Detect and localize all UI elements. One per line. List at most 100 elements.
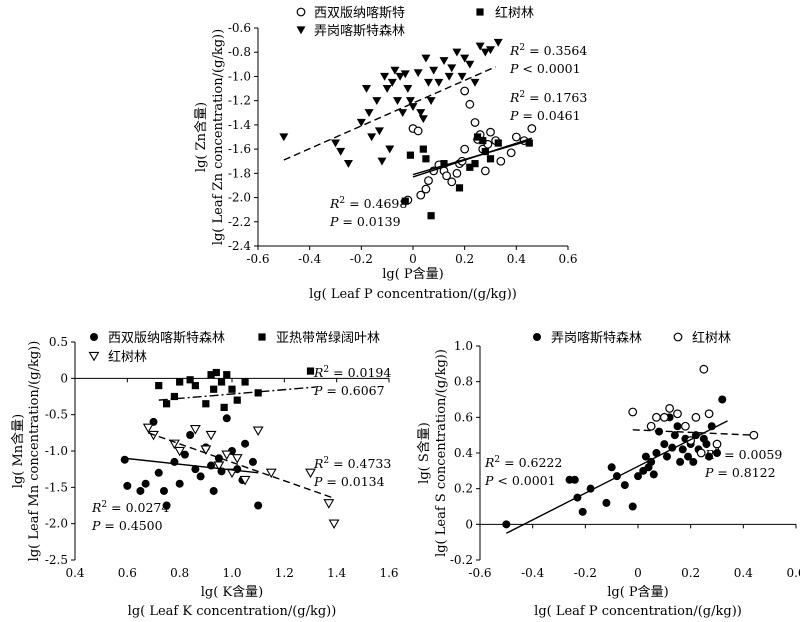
data-point [168, 439, 180, 450]
data-point [413, 126, 423, 136]
x-tick-label: -0.6 [468, 566, 491, 580]
y-tick-label: 0 [60, 371, 68, 385]
data-point [439, 57, 449, 65]
data-point [525, 139, 533, 147]
y-axis-title-cn: lg( Zn含量) [193, 102, 209, 172]
y-tick-label: 1.0 [454, 339, 473, 353]
data-point [212, 368, 220, 377]
x-tick-label: 1.6 [379, 566, 398, 580]
fit-line [412, 139, 530, 176]
data-point [239, 475, 251, 486]
legend-marker [90, 333, 98, 341]
data-point [506, 148, 516, 158]
data-point [440, 160, 448, 168]
data-point [336, 147, 346, 156]
x-tick-label: 0.6 [786, 566, 800, 580]
data-point [207, 371, 215, 379]
x-tick-label: 0.2 [455, 252, 474, 266]
data-point [265, 468, 277, 479]
data-point [652, 412, 661, 422]
data-point [480, 166, 490, 176]
data-point [395, 72, 405, 81]
fit-line [632, 429, 754, 436]
data-point [191, 382, 199, 390]
data-point [447, 64, 457, 73]
y-axis-title-cn: lg( Mn含量) [10, 414, 26, 488]
data-point [444, 72, 454, 81]
data-point [343, 160, 353, 168]
r2-annotation: R2 = 0.0059 [704, 447, 782, 462]
p-annotation: P < 0.0001 [484, 473, 556, 488]
y-tick-label: -1.0 [45, 444, 68, 458]
data-point [419, 145, 427, 153]
x-tick-label: 0.4 [507, 252, 526, 266]
y-axis-title-en: lg( Leaf Mn concentration/(g/kg)) [27, 341, 42, 562]
data-point [486, 46, 495, 55]
legend-marker [296, 26, 306, 35]
data-point [578, 507, 587, 516]
y-tick-label: -1.2 [228, 94, 251, 108]
y-tick-label: -2.0 [45, 517, 68, 531]
data-point [427, 212, 435, 220]
y-axis-title-cn: lg( S含量) [416, 422, 432, 484]
data-point [713, 449, 721, 457]
data-point [196, 472, 205, 481]
data-point [586, 484, 595, 493]
data-point [202, 400, 210, 408]
data-point [473, 133, 482, 141]
p-annotation: P = 0.4500 [91, 518, 163, 533]
data-point [189, 425, 201, 435]
legend-marker [88, 351, 100, 362]
data-point [241, 378, 249, 386]
data-point [421, 54, 431, 63]
x-tick-label: -0.6 [246, 252, 269, 266]
data-point [496, 156, 506, 166]
data-point [457, 72, 467, 81]
data-point [401, 197, 409, 205]
legend-label: 红树林 [495, 5, 534, 21]
data-point [475, 42, 485, 51]
data-point [170, 392, 179, 401]
data-point [607, 463, 616, 472]
data-point [665, 404, 674, 413]
data-point [141, 479, 150, 488]
legend-marker [673, 332, 683, 342]
data-point [367, 133, 377, 142]
x-tick-label: 1.0 [222, 566, 241, 580]
data-point [136, 486, 145, 495]
data-point [210, 385, 218, 393]
data-point [220, 403, 228, 411]
data-point [305, 468, 316, 479]
p-annotation: P = 0.8122 [704, 465, 776, 480]
y-tick-label: 0 [465, 517, 473, 531]
x-axis-title-cn: lg( P含量) [382, 266, 444, 282]
data-point [393, 97, 402, 105]
y-tick-label: -0.5 [45, 408, 68, 422]
data-point [660, 440, 669, 449]
x-tick-label: 0.8 [170, 566, 189, 580]
x-tick-label: -0.2 [350, 252, 373, 266]
data-point [465, 60, 475, 69]
data-point [217, 378, 226, 386]
data-point [426, 97, 436, 105]
y-tick-label: 0.4 [454, 446, 473, 460]
data-point [374, 127, 384, 136]
p-annotation: P = 0.0461 [509, 108, 581, 123]
data-point [382, 84, 392, 93]
data-point [372, 97, 382, 105]
data-point [362, 84, 371, 93]
data-point [480, 48, 490, 57]
r2-annotation: R2 = 0.0274 [91, 500, 169, 515]
p-annotation: P < 0.0001 [509, 61, 581, 76]
data-point [705, 452, 714, 461]
data-point [221, 450, 233, 461]
y-tick-label: -2.4 [228, 239, 252, 253]
x-tick-label: 0.6 [558, 252, 577, 266]
data-point [429, 66, 439, 75]
legend-label: 红树林 [692, 330, 731, 346]
data-point [241, 439, 250, 448]
data-point [233, 396, 241, 404]
data-point [387, 78, 397, 87]
data-point [421, 184, 431, 194]
